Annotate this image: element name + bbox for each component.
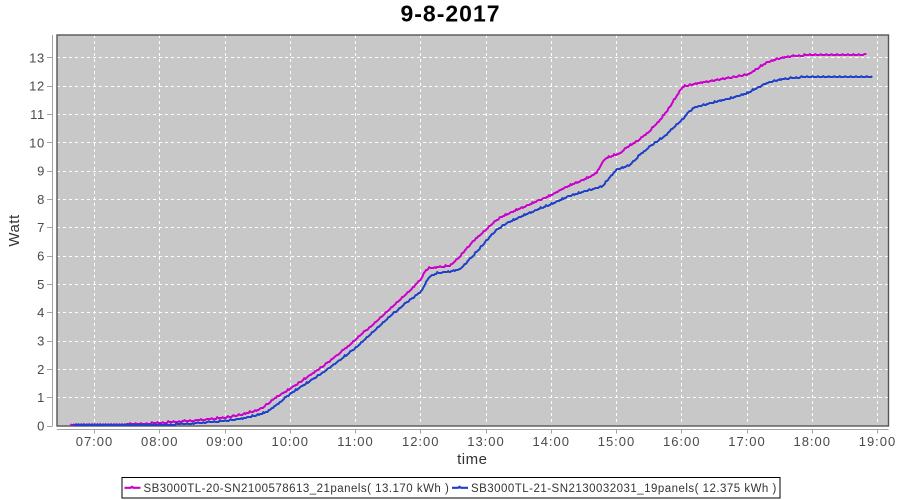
svg-text:18:00: 18:00 — [793, 434, 831, 449]
svg-text:9: 9 — [37, 164, 45, 179]
svg-text:09:00: 09:00 — [206, 434, 244, 449]
svg-text:SB3000TL-20-SN2100578613_21pan: SB3000TL-20-SN2100578613_21panels( 13.17… — [144, 483, 450, 495]
svg-text:9-8-2017: 9-8-2017 — [400, 1, 500, 27]
svg-text:16:00: 16:00 — [663, 434, 701, 449]
svg-text:12:00: 12:00 — [402, 434, 440, 449]
svg-text:13: 13 — [29, 50, 45, 65]
svg-text:SB3000TL-21-SN2130032031_19pan: SB3000TL-21-SN2130032031_19panels( 12.37… — [471, 483, 777, 495]
svg-text:17:00: 17:00 — [728, 434, 766, 449]
svg-text:2: 2 — [37, 362, 45, 377]
svg-text:11:00: 11:00 — [337, 434, 374, 449]
svg-text:7: 7 — [37, 220, 45, 235]
svg-text:5: 5 — [37, 277, 45, 292]
svg-text:11: 11 — [30, 107, 45, 122]
svg-text:0: 0 — [37, 418, 45, 433]
svg-text:10:00: 10:00 — [271, 434, 309, 449]
svg-text:13:00: 13:00 — [467, 434, 505, 449]
svg-text:15:00: 15:00 — [598, 434, 636, 449]
svg-text:07:00: 07:00 — [76, 434, 114, 449]
svg-text:1: 1 — [37, 390, 45, 405]
svg-text:8: 8 — [37, 192, 45, 207]
svg-text:3: 3 — [37, 334, 45, 349]
svg-text:6: 6 — [37, 249, 45, 264]
svg-text:4: 4 — [37, 305, 45, 320]
svg-text:08:00: 08:00 — [141, 434, 179, 449]
svg-text:10: 10 — [29, 135, 45, 150]
svg-text:14:00: 14:00 — [532, 434, 570, 449]
svg-text:12: 12 — [29, 79, 45, 94]
svg-text:19:00: 19:00 — [859, 434, 897, 449]
svg-text:time: time — [457, 451, 487, 468]
svg-text:Watt: Watt — [6, 214, 23, 247]
